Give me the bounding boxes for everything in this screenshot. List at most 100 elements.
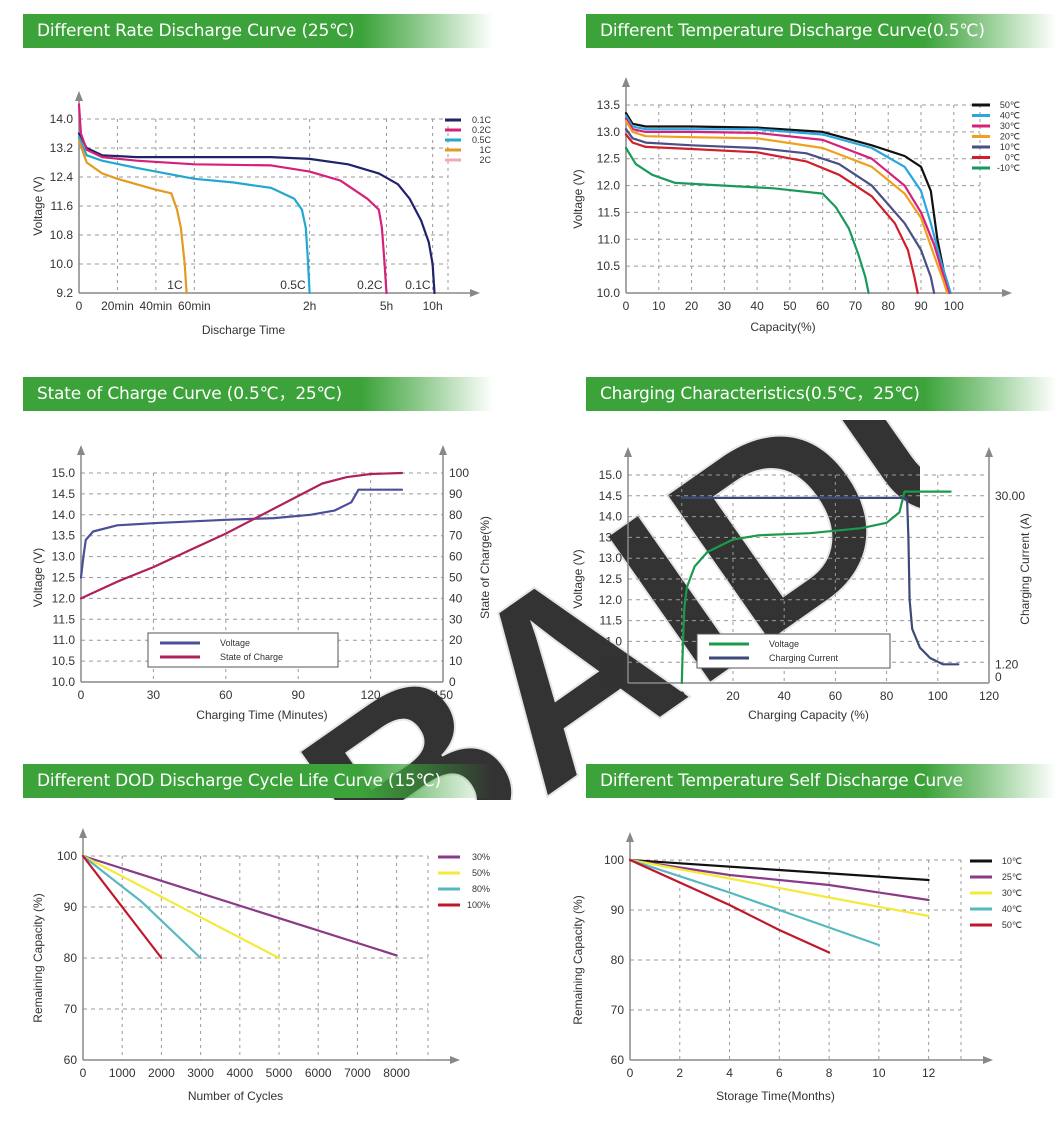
y2-tick-label: 20: [449, 633, 463, 647]
series-line-charging-current: [680, 496, 960, 666]
series-line-50-: [624, 111, 952, 295]
x-tick-label: 30: [718, 299, 732, 313]
x-tick-label: 0: [627, 1066, 634, 1080]
y-tick-label: 90: [64, 900, 78, 914]
x-tick-label: 7000: [344, 1066, 371, 1080]
y-tick-label: 10.5: [597, 259, 621, 273]
series-line-voltage: [680, 490, 952, 685]
y2-axis-label: State of Charge(%): [478, 516, 492, 619]
x-tick-label: 80: [880, 689, 894, 703]
legend-label: 50℃: [1000, 100, 1020, 110]
legend-label: Voltage: [769, 639, 799, 649]
legend-label: 30%: [472, 852, 490, 862]
series-line-50-: [628, 858, 831, 954]
y2-axis-arrow-icon: [985, 447, 993, 457]
legend-label: 50%: [472, 868, 490, 878]
y-tick-label: 10.5: [599, 655, 623, 669]
x-tick-label: 6000: [305, 1066, 332, 1080]
x-tick-label: 1000: [109, 1066, 136, 1080]
x-tick-label: 60min: [178, 299, 211, 313]
y-tick-label: 12.4: [50, 170, 74, 184]
y-axis-arrow-icon: [79, 828, 87, 838]
y2-tick-label: 100: [449, 466, 469, 480]
y-tick-label: 14.0: [52, 508, 76, 522]
y2-tick-label: 50: [449, 571, 463, 585]
y-tick-label: 60: [64, 1053, 78, 1067]
series-line-30-: [624, 117, 950, 295]
legend-label: 0℃: [1005, 153, 1020, 163]
y-tick-label: 13.2: [50, 141, 74, 155]
y2-tick-label: 30: [449, 612, 463, 626]
series-end-label: 0.5C: [280, 278, 306, 292]
y-axis-arrow-icon: [624, 447, 632, 457]
legend-label: 0.2C: [472, 125, 492, 135]
y2-tick-label: 30.00: [995, 489, 1025, 503]
legend-label: 10℃: [1002, 856, 1022, 866]
x-axis-label: Discharge Time: [202, 323, 286, 337]
series-line-25-: [628, 858, 930, 902]
legend-label: 20℃: [1000, 132, 1020, 142]
y-tick-label: 10.0: [599, 676, 623, 690]
x-tick-label: 10: [872, 1066, 886, 1080]
legend-label: Voltage: [220, 638, 250, 648]
y-tick-label: 11.5: [600, 614, 623, 628]
x-tick-label: 40: [750, 299, 764, 313]
y-tick-label: 12.5: [52, 571, 76, 585]
legend-label: 100%: [467, 900, 490, 910]
x-tick-label: 6: [776, 1066, 783, 1080]
y-tick-label: 12.5: [597, 152, 621, 166]
series-line-1c: [77, 139, 188, 295]
x-tick-label: 90: [914, 299, 928, 313]
x-tick-label: 10h: [423, 299, 443, 313]
y-tick-label: 12.0: [599, 593, 623, 607]
legend-label: State of Charge: [220, 652, 283, 662]
x-tick-label: 40min: [140, 299, 173, 313]
y-tick-label: 14.5: [599, 489, 623, 503]
legend-label: 80%: [472, 884, 490, 894]
y-axis-label: Remaining Capacity (%): [571, 895, 585, 1024]
y-axis-arrow-icon: [626, 832, 634, 842]
y-tick-label: 11.0: [53, 633, 76, 647]
legend-label: 10℃: [1000, 142, 1020, 152]
x-tick-label: 150: [433, 688, 453, 702]
y-tick-label: 13.0: [599, 551, 623, 565]
charging-characteristics-chart: 15.0 14.5 14.0 13.5 13.0 12.5 12.0 11.5 11.0 10.5…: [571, 447, 1032, 722]
y2-tick-label: 40: [449, 591, 463, 605]
y-tick-label: 12.5: [599, 572, 623, 586]
series-end-label: 0.1C: [405, 278, 431, 292]
x-tick-label: 0: [678, 689, 685, 703]
y2-axis-arrow-icon: [439, 445, 447, 455]
y-tick-label: 13.5: [597, 98, 621, 112]
x-tick-label: 20: [726, 689, 740, 703]
x-axis-label: Number of Cycles: [188, 1089, 283, 1103]
x-tick-label: 20min: [101, 299, 134, 313]
y2-tick-label: 90: [449, 487, 463, 501]
x-axis-label: Charging Capacity (%): [748, 708, 869, 722]
y-tick-label: 11.0: [598, 232, 621, 246]
x-tick-label: 50: [783, 299, 797, 313]
temperature-discharge-chart: 13.5 13.0 12.5 12.0 11.5 11.0 10.5 10.00 10 20 30 4…: [571, 77, 1020, 334]
series-line-0-1c: [77, 132, 436, 295]
legend-label: 30℃: [1002, 888, 1022, 898]
x-tick-label: 8: [826, 1066, 833, 1080]
x-tick-label: 3000: [187, 1066, 214, 1080]
x-tick-label: 60: [829, 689, 843, 703]
y-tick-label: 10.8: [50, 228, 74, 242]
y2-tick-label: 0: [995, 670, 1002, 684]
y-axis-arrow-icon: [77, 445, 85, 455]
y-tick-label: 100: [57, 849, 77, 863]
y-tick-label: 14.5: [52, 487, 76, 501]
y-tick-label: 13.5: [52, 529, 76, 543]
y-tick-label: 15.0: [599, 468, 623, 482]
y-axis-label: Remaining Capacity (%): [31, 893, 45, 1022]
panel-temperature-discharge: Different Temperature Discharge Curve(0.…: [530, 0, 1060, 350]
rate-discharge-chart: 14.0 13.2 12.4 11.6 10.8 10.0 9.20 20min 40min 60…: [31, 91, 492, 337]
x-tick-label: 2h: [303, 299, 316, 313]
x-axis-label: Storage Time(Months): [716, 1089, 835, 1103]
y-axis-label: Voltage (V): [571, 549, 585, 608]
x-tick-label: 100: [928, 689, 948, 703]
chart-title: Different Temperature Self Discharge Cur…: [586, 764, 1056, 798]
legend-label: 40℃: [1000, 111, 1020, 121]
y-tick-label: 11.0: [600, 634, 623, 648]
y-tick-label: 13.5: [599, 530, 623, 544]
